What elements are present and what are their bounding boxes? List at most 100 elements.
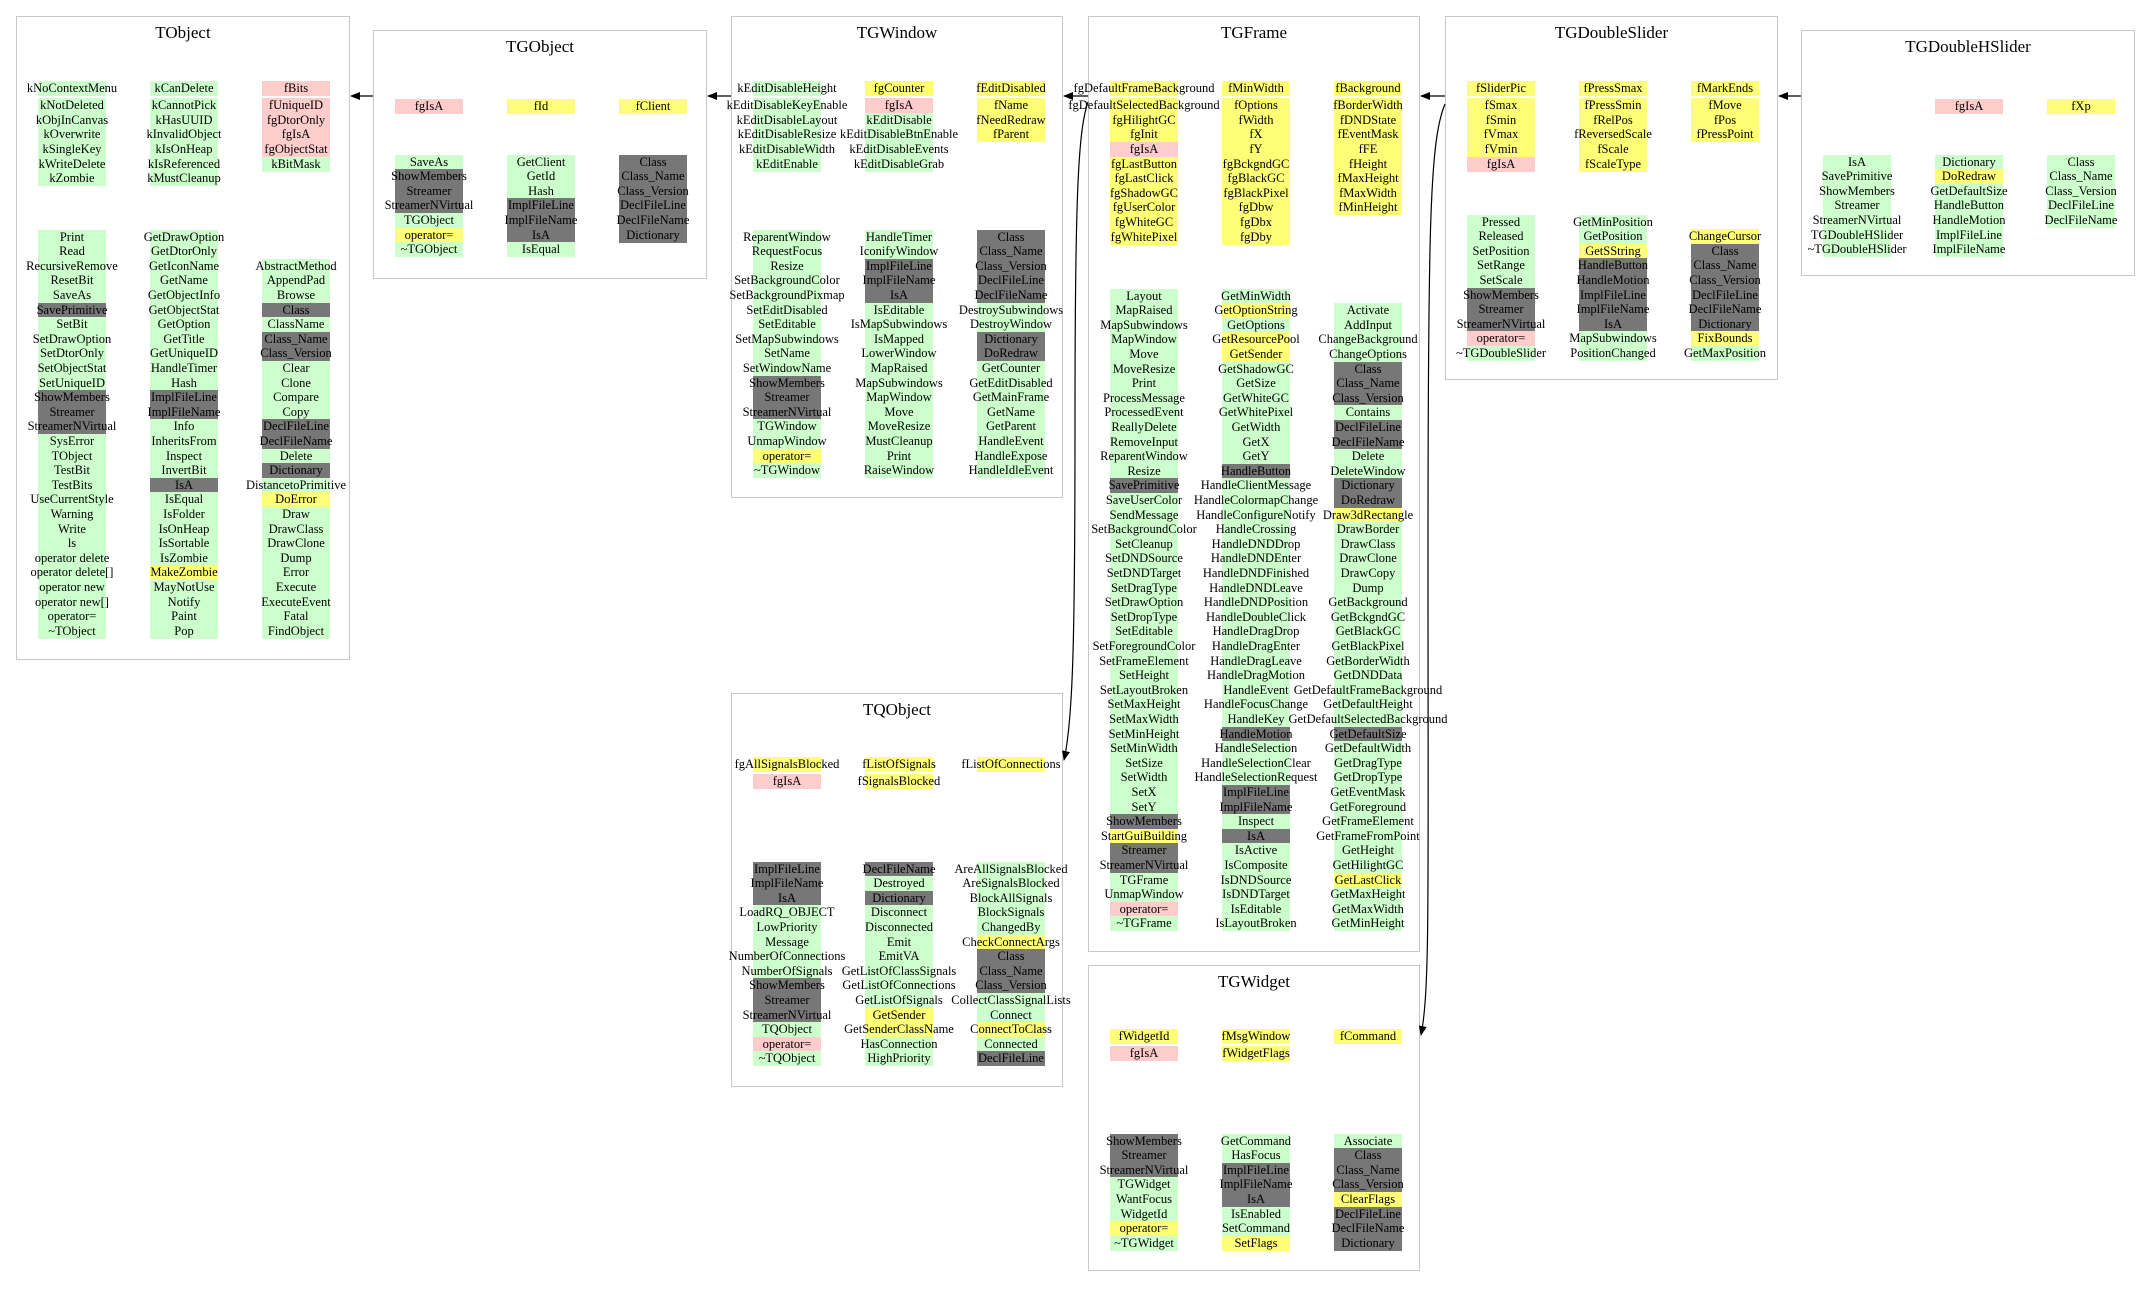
- method-getwidth[interactable]: GetWidth: [1222, 419, 1290, 435]
- data-member-fid[interactable]: fId: [507, 98, 575, 114]
- data-member-fdndstate[interactable]: fDNDState: [1334, 112, 1402, 128]
- method-implfileline[interactable]: ImplFileLine: [1935, 227, 2003, 243]
- method-fixbounds[interactable]: FixBounds: [1691, 331, 1759, 347]
- data-member-fminwidth[interactable]: fMinWidth: [1222, 80, 1290, 96]
- method-isa[interactable]: IsA: [1222, 1191, 1290, 1207]
- data-member-koverwrite[interactable]: kOverwrite: [38, 127, 106, 143]
- method-resize[interactable]: Resize: [1110, 463, 1178, 479]
- method-showmembers[interactable]: ShowMembers: [749, 978, 825, 994]
- data-member-keditdisablelayout[interactable]: kEditDisableLayout: [737, 112, 837, 128]
- method-getmaxwidth[interactable]: GetMaxWidth: [1332, 901, 1404, 917]
- method-saveprimitive[interactable]: SavePrimitive: [1822, 169, 1892, 185]
- method-declfileline[interactable]: DeclFileLine: [262, 419, 330, 435]
- method-showmembers[interactable]: ShowMembers: [1463, 287, 1539, 303]
- method-checkconnectargs[interactable]: CheckConnectArgs: [962, 934, 1060, 950]
- method-class[interactable]: Class: [2047, 154, 2115, 170]
- method-handledragdrop[interactable]: HandleDragDrop: [1213, 624, 1299, 640]
- data-member-fpresssmax[interactable]: fPressSmax: [1579, 80, 1647, 96]
- data-member-fgdefaultframebackground[interactable]: fgDefaultFrameBackground: [1074, 80, 1214, 96]
- method-handledragleave[interactable]: HandleDragLeave: [1210, 653, 1302, 669]
- method-lowerwindow[interactable]: LowerWindow: [861, 346, 937, 362]
- method-getframefrompoint[interactable]: GetFrameFromPoint: [1316, 828, 1420, 844]
- method-handlemotion[interactable]: HandleMotion: [1933, 212, 2005, 228]
- class-box-tgframe[interactable]: TGFrame fgDefaultFrameBackground fgDefault…: [1068, 16, 1447, 952]
- method-streamernvirtual[interactable]: StreamerNVirtual: [1813, 212, 1901, 228]
- method-tgframe[interactable]: ~TGFrame: [1110, 916, 1178, 932]
- data-member-fgwhitegc[interactable]: fgWhiteGC: [1110, 214, 1178, 230]
- method-streamer[interactable]: Streamer: [1467, 302, 1535, 318]
- method-setrange[interactable]: SetRange: [1467, 258, 1535, 274]
- method-getoption[interactable]: GetOption: [150, 317, 218, 333]
- method-dump[interactable]: Dump: [262, 550, 330, 566]
- method-handledoubleclick[interactable]: HandleDoubleClick: [1206, 609, 1306, 625]
- method-iscomposite[interactable]: IsComposite: [1222, 857, 1290, 873]
- method-tgwidget[interactable]: TGWidget: [1110, 1177, 1178, 1193]
- data-member-fglastbutton[interactable]: fgLastButton: [1110, 156, 1178, 172]
- method-class-name[interactable]: Class_Name: [2047, 169, 2115, 185]
- data-member-ksinglekey[interactable]: kSingleKey: [38, 141, 106, 157]
- method-class[interactable]: Class: [1691, 243, 1759, 259]
- method-handlecrossing[interactable]: HandleCrossing: [1216, 522, 1296, 538]
- data-member-fparent[interactable]: fParent: [977, 127, 1045, 143]
- method-getminheight[interactable]: GetMinHeight: [1332, 916, 1404, 932]
- data-member-kbitmask[interactable]: kBitMask: [262, 156, 330, 172]
- method-implfilename[interactable]: ImplFileName: [863, 273, 935, 289]
- method-moveresize[interactable]: MoveResize: [865, 419, 933, 435]
- method-setmaxheight[interactable]: SetMaxHeight: [1108, 697, 1180, 713]
- method-setscale[interactable]: SetScale: [1467, 272, 1535, 288]
- method-tgwidget[interactable]: ~TGWidget: [1110, 1235, 1178, 1251]
- method-hash[interactable]: Hash: [507, 183, 575, 199]
- method-destroyed[interactable]: Destroyed: [865, 876, 933, 892]
- method-compare[interactable]: Compare: [262, 390, 330, 406]
- method-iszombie[interactable]: IsZombie: [150, 550, 218, 566]
- method-setwidth[interactable]: SetWidth: [1110, 770, 1178, 786]
- data-member-keditdisablewidth[interactable]: kEditDisableWidth: [739, 141, 835, 157]
- method-implfileline[interactable]: ImplFileLine: [1222, 784, 1290, 800]
- method-class-name[interactable]: Class_Name: [977, 963, 1045, 979]
- data-member-fbits[interactable]: fBits: [262, 80, 330, 96]
- method-drawcopy[interactable]: DrawCopy: [1334, 565, 1402, 581]
- method-streamer[interactable]: Streamer: [1823, 198, 1891, 214]
- method-numberofsignals[interactable]: NumberOfSignals: [742, 963, 832, 979]
- data-member-fvmax[interactable]: fVmax: [1467, 127, 1535, 143]
- method-mustcleanup[interactable]: MustCleanup: [865, 433, 933, 449]
- method-implfilename[interactable]: ImplFileName: [505, 212, 577, 228]
- method-isa[interactable]: IsA: [1579, 316, 1647, 332]
- data-member-keditdisable[interactable]: kEditDisable: [865, 112, 933, 128]
- method-blocksignals[interactable]: BlockSignals: [977, 905, 1045, 921]
- method-operator[interactable]: operator=: [1467, 331, 1535, 347]
- method-class-version[interactable]: Class_Version: [1689, 272, 1761, 288]
- method-setposition[interactable]: SetPosition: [1467, 243, 1535, 259]
- method-browse[interactable]: Browse: [262, 287, 330, 303]
- data-member-fgbckgndgc[interactable]: fgBckgndGC: [1222, 156, 1290, 172]
- data-member-fglastclick[interactable]: fgLastClick: [1110, 171, 1178, 187]
- method-isactive[interactable]: IsActive: [1222, 843, 1290, 859]
- method-processmessage[interactable]: ProcessMessage: [1103, 390, 1185, 406]
- method-print[interactable]: Print: [38, 229, 106, 245]
- method-streamer[interactable]: Streamer: [753, 390, 821, 406]
- method-isonheap[interactable]: IsOnHeap: [150, 521, 218, 537]
- method-isa[interactable]: IsA: [753, 890, 821, 906]
- method-recursiveremove[interactable]: RecursiveRemove: [26, 258, 118, 274]
- method-disconnect[interactable]: Disconnect: [865, 905, 933, 921]
- method-geteditdisabled[interactable]: GetEditDisabled: [969, 375, 1053, 391]
- method-getcommand[interactable]: GetCommand: [1221, 1133, 1291, 1149]
- method-doredraw[interactable]: DoRedraw: [1334, 492, 1402, 508]
- method-loadrq-object[interactable]: LoadRQ_OBJECT: [739, 905, 835, 921]
- method-getframeelement[interactable]: GetFrameElement: [1322, 814, 1414, 830]
- method-implfileline[interactable]: ImplFileLine: [1579, 287, 1647, 303]
- data-member-fscaletype[interactable]: fScaleType: [1579, 156, 1647, 172]
- method-changebackground[interactable]: ChangeBackground: [1318, 332, 1418, 348]
- data-member-fscale[interactable]: fScale: [1579, 141, 1647, 157]
- data-member-kisreferenced[interactable]: kIsReferenced: [148, 156, 220, 172]
- method-getwhitepixel[interactable]: GetWhitePixel: [1219, 405, 1293, 421]
- data-member-fginit[interactable]: fgInit: [1110, 127, 1178, 143]
- data-member-fmove[interactable]: fMove: [1691, 98, 1759, 114]
- method-getbckgndgc[interactable]: GetBckgndGC: [1331, 609, 1405, 625]
- method-getdtoronly[interactable]: GetDtorOnly: [150, 244, 218, 260]
- method-tobject[interactable]: ~TObject: [38, 623, 106, 639]
- method-gety[interactable]: GetY: [1222, 449, 1290, 465]
- method-sendmessage[interactable]: SendMessage: [1110, 507, 1178, 523]
- data-member-fmaxheight[interactable]: fMaxHeight: [1334, 171, 1402, 187]
- method-setbackgroundpixmap[interactable]: SetBackgroundPixmap: [729, 287, 845, 303]
